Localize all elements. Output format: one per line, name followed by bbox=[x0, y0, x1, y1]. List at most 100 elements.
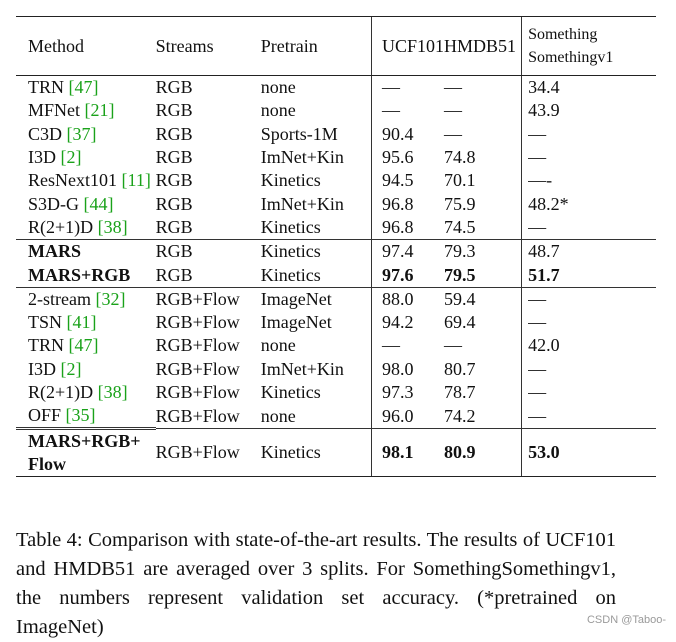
cell-something: — bbox=[521, 145, 656, 170]
cell-method: I3D [2] bbox=[16, 146, 156, 169]
cell-method: TRN [47] bbox=[16, 76, 156, 100]
cell-streams: RGB bbox=[155, 264, 193, 285]
citation-ref: [44] bbox=[83, 193, 114, 214]
cell-streams: RGB bbox=[155, 100, 193, 121]
header-something: Something Somethingv1 bbox=[521, 16, 656, 76]
method-name: MARS bbox=[28, 241, 81, 262]
header-something-line1: Something bbox=[528, 26, 598, 43]
cell-streams: RGB bbox=[155, 193, 193, 214]
cell-method: C3D [37] bbox=[16, 123, 156, 146]
citation-ref: [21] bbox=[84, 100, 115, 121]
cell-hmdb51: 74.2 bbox=[444, 405, 476, 426]
cell-pretrain: none bbox=[260, 405, 296, 426]
cell-streams: RGB bbox=[155, 170, 193, 191]
citation-ref: [2] bbox=[60, 358, 82, 379]
table-caption: Table 4: Comparison with state-of-the-ar… bbox=[16, 528, 616, 638]
cell-pretrain: Kinetics bbox=[260, 170, 321, 191]
cell-pretrain: none bbox=[260, 335, 296, 356]
method-name: TRN bbox=[28, 335, 69, 356]
table-row: R(2+1)D [38] RGB Kinetics 96.8 74.5— bbox=[16, 215, 656, 240]
table-row: ResNext101 [11] RGB Kinetics 94.5 70.1 —- bbox=[16, 169, 656, 193]
table-row: MARS+RGB RGB Kinetics 97.6 79.5 51.7 bbox=[16, 263, 656, 288]
cell-hmdb51: 79.3 bbox=[444, 239, 522, 264]
cell-pretrain: ImNet+Kin bbox=[260, 193, 344, 214]
header-something-line2: Somethingv1 bbox=[528, 49, 614, 66]
cell-ucf101: 97.4 bbox=[371, 239, 445, 264]
method-name: R(2+1)D bbox=[28, 216, 98, 237]
method-name: 2-stream bbox=[28, 288, 96, 309]
cell-streams: RGB+Flow bbox=[155, 358, 240, 379]
cell-something: — bbox=[521, 357, 656, 381]
cell-something: 43.9 bbox=[521, 99, 656, 123]
cell-streams: RGB bbox=[155, 123, 193, 144]
citation-ref: [47] bbox=[68, 335, 99, 356]
method-name: S3D-G bbox=[28, 193, 84, 214]
watermark: CSDN @Taboo- bbox=[586, 614, 666, 626]
cell-method: TRN [47] bbox=[16, 334, 156, 357]
cell-ucf101: 97.3 bbox=[371, 380, 445, 405]
cell-hmdb51: 74.8 bbox=[444, 147, 476, 168]
method-name: MARS+RGB bbox=[28, 264, 131, 285]
cell-streams: RGB+Flow bbox=[155, 286, 261, 311]
citation-ref: [32] bbox=[95, 288, 126, 309]
citation-ref: [37] bbox=[66, 123, 97, 144]
table-row: S3D-G [44] RGB ImNet+Kin 96.8 75.9 48.2* bbox=[16, 192, 656, 216]
cell-streams: RGB bbox=[155, 239, 261, 264]
cell-pretrain: Kinetics bbox=[260, 264, 321, 285]
table-body: TRN [47] RGB none — —34.4 MFNet [21] RGB none — —… bbox=[16, 75, 656, 478]
citation-ref: [11] bbox=[121, 170, 151, 191]
cell-streams: RGB bbox=[155, 147, 193, 168]
cell-something: —- bbox=[521, 169, 656, 193]
method-name: I3D bbox=[28, 147, 61, 168]
table-row: TRN [47] RGB+Flow none — —42.0 bbox=[16, 334, 656, 358]
cell-pretrain: none bbox=[260, 77, 296, 98]
header-method: Method bbox=[16, 16, 156, 76]
method-name: TSN bbox=[28, 312, 67, 333]
table-row: TSN [41] RGB+Flow ImageNet 94.2 69.4— bbox=[16, 310, 656, 335]
cell-ucf101: 94.2 bbox=[371, 310, 445, 335]
cell-hmdb51: — bbox=[444, 335, 463, 356]
header-pretrain: Pretrain bbox=[260, 16, 372, 76]
cell-method: OFF [35] bbox=[16, 404, 156, 429]
method-name: I3D bbox=[28, 358, 61, 379]
cell-something: 53.0 bbox=[521, 428, 656, 478]
table-row: OFF [35] RGB+Flow none 96.0 74.2— bbox=[16, 404, 656, 429]
cell-pretrain: ImNet+Kin bbox=[260, 147, 344, 168]
cell-something: — bbox=[521, 286, 656, 311]
table-row: I3D [2] RGB ImNet+Kin 95.6 74.8 — bbox=[16, 145, 656, 170]
table-row: MARS RGB Kinetics 97.4 79.3 48.7 bbox=[16, 239, 656, 264]
cell-pretrain: Kinetics bbox=[260, 428, 372, 478]
table-row: TRN [47] RGB none — —34.4 bbox=[16, 75, 656, 100]
cell-ucf101: — bbox=[371, 334, 445, 358]
cell-something: 42.0 bbox=[521, 334, 656, 358]
table-row-final: MARS+RGB+ Flow RGB+Flow Kinetics 98.1 80.9 53.… bbox=[16, 427, 656, 478]
cell-method: R(2+1)D [38] bbox=[16, 216, 156, 240]
table-row: R(2+1)D [38] RGB+Flow Kinetics 97.3 78.7— bbox=[16, 380, 656, 405]
citation-ref: [38] bbox=[97, 216, 128, 237]
citation-ref: [47] bbox=[68, 77, 99, 98]
cell-ucf101: 95.6 bbox=[371, 145, 445, 170]
cell-something: 34.4 bbox=[521, 75, 656, 100]
table-row: 2-stream [32] RGB+Flow ImageNet 88.0 59.4— bbox=[16, 286, 656, 311]
cell-ucf101: 97.6 bbox=[371, 263, 445, 288]
method-name: TRN bbox=[28, 77, 69, 98]
cell-streams: RGB bbox=[155, 77, 193, 98]
cell-method: 2-stream [32] bbox=[16, 286, 156, 311]
table-row: I3D [2] RGB+Flow ImNet+Kin 98.0 80.7— bbox=[16, 357, 656, 381]
method-name: R(2+1)D bbox=[28, 382, 98, 402]
cell-pretrain: Kinetics bbox=[260, 239, 372, 264]
cell-something: 48.2* bbox=[521, 192, 656, 216]
cell-hmdb51: 78.7 bbox=[444, 382, 476, 402]
cell-method: I3D [2] bbox=[16, 358, 156, 381]
cell-pretrain: Kinetics bbox=[260, 216, 321, 237]
method-name-line2: Flow bbox=[28, 454, 66, 475]
header-streams: Streams bbox=[155, 16, 261, 76]
cell-pretrain: none bbox=[260, 100, 296, 121]
cell-method: MARS+RGB bbox=[16, 263, 156, 287]
citation-ref: [35] bbox=[65, 405, 96, 426]
cell-hmdb51: 69.4 bbox=[444, 312, 476, 333]
method-name: MFNet bbox=[28, 100, 85, 121]
cell-ucf101: 90.4 bbox=[371, 122, 445, 146]
table-row: MFNet [21] RGB none — —43.9 bbox=[16, 99, 656, 123]
table-row: C3D [37] RGB Sports-1M 90.4— — bbox=[16, 122, 656, 146]
